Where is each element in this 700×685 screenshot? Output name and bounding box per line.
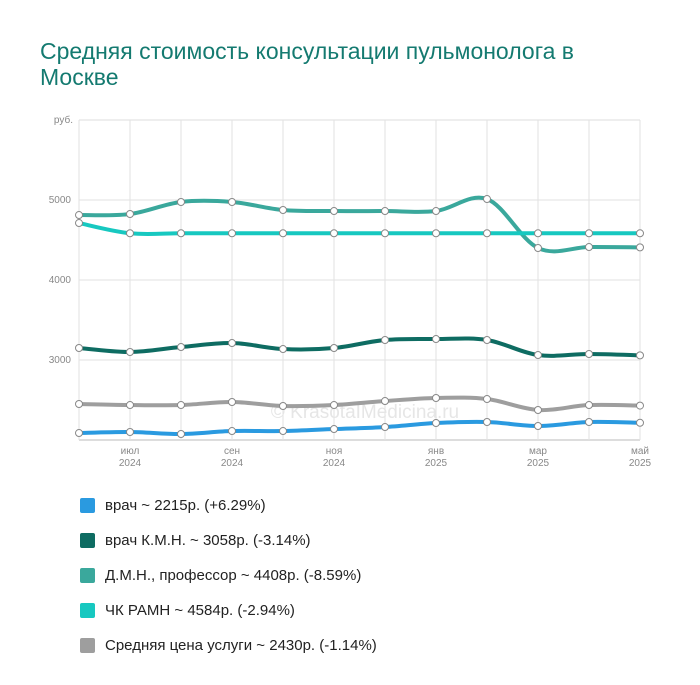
legend-swatch [80,603,95,618]
data-point [381,229,389,238]
data-point [534,244,542,252]
y-tick-label: 4000 [49,275,72,286]
legend-item: ЧК РАМН ~ 4584р. (-2.94%) [80,593,377,628]
data-point [432,229,440,238]
data-point [432,394,440,402]
data-point [330,401,338,410]
data-point [279,427,287,436]
data-point [279,206,287,214]
data-point [381,207,389,216]
data-point [279,402,287,410]
data-point [483,395,491,404]
x-tick-label: мар 2025 [527,446,550,469]
series-line [77,419,642,437]
y-tick-label: 5000 [49,195,72,206]
legend-item: Средняя цена услуги ~ 2430р. (-1.14%) [80,628,377,663]
data-point [177,198,185,206]
legend-label: Средняя цена услуги ~ 2430р. (-1.14%) [105,637,377,654]
data-point [177,401,185,410]
data-point [126,229,134,238]
legend-swatch [80,533,95,548]
data-point [177,343,185,352]
data-point [636,229,644,238]
data-point [330,344,338,352]
legend-item: врач К.М.Н. ~ 3058р. (-3.14%) [80,523,377,558]
legend-label: врач ~ 2215р. (+6.29%) [105,497,266,514]
data-point [636,243,644,252]
legend-swatch [80,498,95,513]
legend-item: Д.М.Н., профессор ~ 4408р. (-8.59%) [80,558,377,593]
data-point [330,207,338,216]
data-point [534,351,542,360]
legend-item: врач ~ 2215р. (+6.29%) [80,488,377,523]
data-point [432,335,440,344]
data-point [432,419,440,428]
series-line [77,395,642,413]
y-axis-label: руб. [54,114,73,126]
data-point [585,418,593,426]
data-point [381,397,389,406]
data-point [483,336,491,344]
legend-swatch [80,568,95,583]
data-point [75,400,83,408]
data-point [75,211,83,220]
data-point [483,229,491,238]
x-tick-label: июл 2024 [119,446,142,469]
data-point [75,219,83,228]
data-point [483,418,491,426]
legend: врач ~ 2215р. (+6.29%) врач К.М.Н. ~ 3058… [80,488,377,663]
data-point [228,398,236,406]
data-point [228,339,236,348]
x-tick-label: май 2025 [629,446,652,469]
data-point [279,345,287,354]
data-point [636,401,644,410]
data-point [330,425,338,434]
data-point [228,198,236,206]
data-point [126,210,134,218]
data-point [636,351,644,360]
data-point [330,229,338,238]
data-point [126,348,134,356]
x-tick-label: янв 2025 [425,446,448,469]
y-tick-label: 3000 [49,355,72,366]
legend-label: врач К.М.Н. ~ 3058р. (-3.14%) [105,532,311,549]
data-point [585,401,593,410]
data-point [534,406,542,414]
legend-label: ЧК РАМН ~ 4584р. (-2.94%) [105,602,295,619]
data-point [585,229,593,238]
data-point [585,243,593,252]
legend-label: Д.М.Н., профессор ~ 4408р. (-8.59%) [105,567,362,584]
data-point [534,422,542,430]
data-point [126,428,134,436]
data-point [177,229,185,238]
data-point [75,429,83,438]
series-line [77,221,642,237]
data-point [585,350,593,358]
data-point [636,418,644,427]
x-tick-label: ноя 2024 [323,446,346,469]
data-point [177,430,185,438]
data-point [279,229,287,238]
data-point [483,195,491,204]
series-line [77,336,642,358]
data-point [432,207,440,216]
series-line [77,195,642,254]
legend-swatch [80,638,95,653]
data-point [534,229,542,238]
data-point [228,229,236,238]
chart-title: Средняя стоимость консультации пульмонол… [40,38,574,90]
data-point [126,401,134,410]
data-point [228,427,236,436]
data-point [381,336,389,344]
x-tick-label: сен 2024 [221,446,244,469]
data-point [381,423,389,432]
data-point [75,344,83,352]
